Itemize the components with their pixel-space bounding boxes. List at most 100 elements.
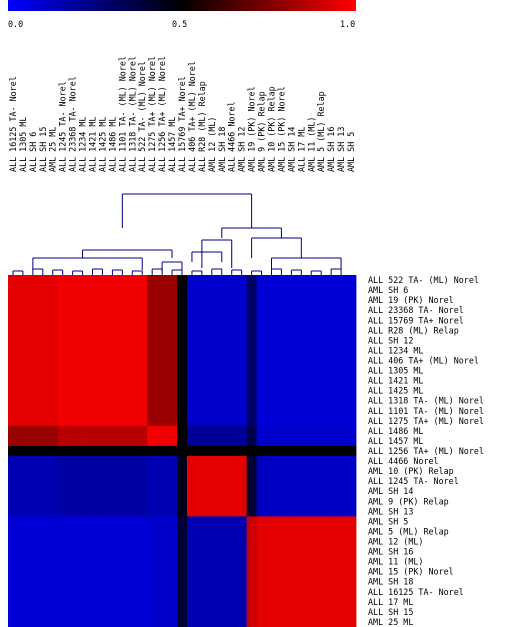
heatmap-cell <box>196 405 208 417</box>
heatmap-cell <box>206 576 218 588</box>
heatmap-cell <box>37 415 49 427</box>
heatmap-cell <box>286 506 297 517</box>
heatmap-cell <box>147 476 158 487</box>
heatmap-cell <box>117 415 128 427</box>
heatmap-cell <box>137 295 148 306</box>
heatmap-cell <box>236 606 248 618</box>
heatmap-cell <box>107 315 118 326</box>
heatmap-cell <box>326 305 337 316</box>
heatmap-cell <box>177 325 188 336</box>
heatmap-cell <box>236 596 248 608</box>
heatmap-cell <box>266 556 277 568</box>
heatmap-cell <box>117 375 128 387</box>
heatmap-cell <box>57 445 69 457</box>
heatmap-cell <box>246 536 257 547</box>
heatmap-cell <box>37 526 49 537</box>
heatmap-cell <box>226 466 238 477</box>
heatmap-cell <box>286 616 297 627</box>
heatmap-cell <box>216 385 228 397</box>
heatmap-cell <box>266 325 277 336</box>
heatmap-cell <box>226 476 238 487</box>
heatmap-cell <box>67 476 78 487</box>
heatmap-cell <box>246 526 257 537</box>
heatmap-cell <box>87 285 98 296</box>
heatmap-cell <box>206 385 218 397</box>
heatmap-cell <box>87 466 98 477</box>
heatmap-cell <box>296 526 307 537</box>
heatmap-cell <box>306 405 317 417</box>
heatmap-cell <box>326 606 337 618</box>
heatmap-cell <box>286 556 297 568</box>
heatmap-cell <box>157 305 168 316</box>
heatmap-cell <box>157 275 168 286</box>
heatmap-cell <box>296 365 307 376</box>
heatmap-cell <box>137 445 148 457</box>
heatmap-cell <box>137 305 148 316</box>
heatmap-cell <box>147 456 158 467</box>
heatmap-cell <box>266 576 277 588</box>
heatmap-cell <box>47 496 59 507</box>
heatmap-cell <box>216 315 228 326</box>
heatmap-cell <box>296 385 307 397</box>
heatmap-cell <box>8 375 19 387</box>
heatmap-cell <box>117 435 128 447</box>
heatmap-cell <box>236 496 248 507</box>
heatmap-cell <box>246 486 257 497</box>
heatmap-cell <box>226 506 238 517</box>
heatmap-cell <box>177 405 188 417</box>
heatmap-cell <box>27 616 39 627</box>
heatmap-cell <box>47 536 59 547</box>
heatmap-cell <box>37 395 49 407</box>
heatmap-cell <box>157 345 168 356</box>
heatmap-cell <box>127 586 138 598</box>
heatmap-cell <box>216 596 228 608</box>
heatmap-cell <box>167 506 178 517</box>
heatmap-cell <box>286 586 297 598</box>
heatmap-cell <box>186 606 198 618</box>
column-label: ALL 1318 TA- (ML) Norel <box>127 56 137 172</box>
heatmap-cell <box>206 606 218 618</box>
heatmap-cell <box>147 556 158 568</box>
heatmap-cell <box>346 586 357 598</box>
heatmap-cell <box>137 285 148 296</box>
heatmap-cell <box>137 616 148 627</box>
heatmap-cell <box>196 616 208 627</box>
heatmap-cell <box>8 285 19 296</box>
heatmap-cell <box>27 365 39 376</box>
heatmap-cell <box>266 586 277 598</box>
heatmap-cell <box>57 596 69 608</box>
heatmap-cell <box>167 466 178 477</box>
heatmap-cell <box>57 536 69 547</box>
heatmap-cell <box>196 385 208 397</box>
row-label: AML SH 18 <box>368 577 413 587</box>
heatmap-cell <box>177 506 188 517</box>
heatmap-cell <box>167 496 178 507</box>
heatmap-cell <box>127 476 138 487</box>
heatmap-cell <box>107 445 118 457</box>
heatmap-cell <box>17 315 29 326</box>
heatmap-cell <box>27 275 39 286</box>
heatmap-cell <box>177 576 188 588</box>
heatmap-cell <box>236 435 248 447</box>
heatmap-cell <box>336 435 347 447</box>
heatmap-cell <box>47 285 59 296</box>
heatmap-cell <box>137 275 148 286</box>
heatmap-cell <box>336 325 347 336</box>
heatmap-cell <box>8 345 19 356</box>
heatmap-cell <box>147 345 158 356</box>
heatmap-cell <box>127 305 138 316</box>
heatmap-cell <box>306 456 317 467</box>
heatmap-cell <box>17 375 29 387</box>
row-label: ALL 4466 Norel <box>368 456 439 466</box>
column-label: AML SH 18 <box>217 127 227 172</box>
heatmap-cell <box>306 566 317 578</box>
heatmap-cell <box>97 435 108 447</box>
heatmap-cell <box>346 335 357 346</box>
heatmap-cell <box>206 345 218 356</box>
heatmap-cell <box>77 556 88 568</box>
colorbar-tick-high: 1.0 <box>340 19 355 29</box>
heatmap-cell <box>147 596 158 608</box>
heatmap-cell <box>316 365 327 376</box>
heatmap-cell <box>157 506 168 517</box>
heatmap-cell <box>57 405 69 417</box>
